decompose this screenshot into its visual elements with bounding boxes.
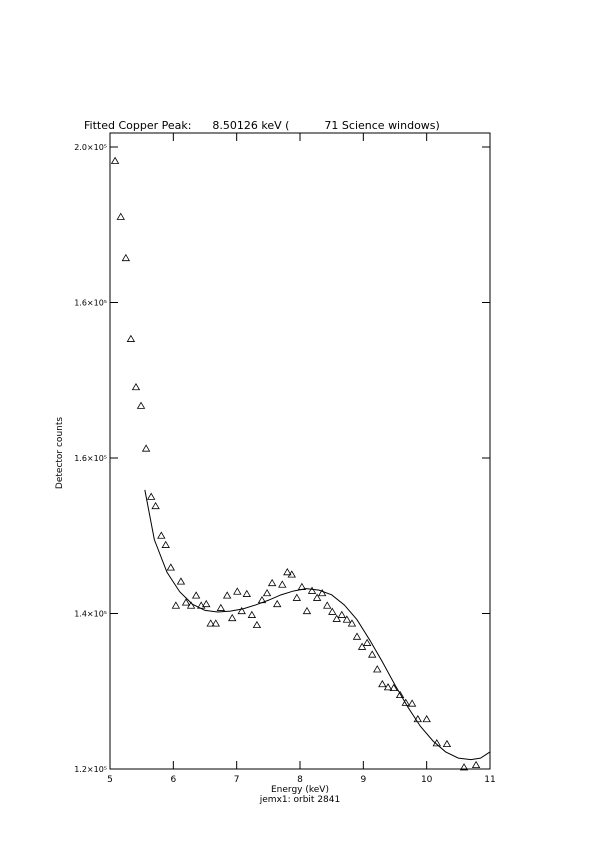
data-point (328, 607, 337, 615)
chart-title: Fitted Copper Peak: 8.50126 keV ( 71 Sci… (84, 119, 440, 132)
data-point (273, 599, 282, 608)
data-point (121, 253, 131, 262)
data-point (292, 593, 302, 601)
data-point (357, 642, 367, 650)
data-point (166, 563, 175, 571)
data-point (116, 212, 125, 220)
data-point (432, 739, 441, 747)
data-point (352, 632, 362, 640)
data-point (459, 763, 469, 771)
data-point (378, 679, 387, 688)
data-point (347, 619, 357, 627)
data-point (146, 492, 156, 500)
data-point (262, 588, 272, 597)
data-point (233, 587, 242, 595)
data-point (362, 638, 372, 646)
data-point (395, 690, 405, 699)
data-point (237, 606, 246, 615)
data-point (247, 610, 257, 618)
data-point (332, 614, 341, 622)
data-point (342, 615, 352, 623)
data-point (422, 714, 431, 723)
data-point (157, 531, 166, 539)
data-point (373, 665, 382, 673)
data-point (161, 540, 170, 548)
y-tick-label: 1.4×10⁵ (74, 609, 107, 618)
y-tick-label: 1.6×10⁵ (74, 454, 107, 463)
x-tick-label: 6 (170, 775, 176, 785)
y-axis-label: Detector counts (55, 417, 65, 489)
data-point (471, 760, 481, 769)
data-point (287, 570, 296, 578)
data-point (323, 601, 332, 609)
x-tick-label: 7 (234, 775, 240, 785)
data-point (141, 444, 151, 452)
x-tick-label: 11 (484, 775, 495, 785)
data-point (126, 334, 136, 342)
data-point (442, 739, 452, 748)
data-point (401, 698, 410, 706)
data-point (202, 599, 211, 608)
data-point (206, 619, 215, 627)
data-point (176, 577, 186, 585)
x-tick-label: 5 (107, 775, 113, 785)
x-tick-label: 9 (360, 775, 366, 785)
data-point (242, 589, 251, 597)
data-point (407, 699, 417, 707)
data-point (312, 593, 322, 601)
data-point (110, 156, 120, 164)
data-point (181, 598, 191, 606)
data-point (252, 620, 262, 629)
data-point (383, 683, 393, 691)
data-point (278, 580, 287, 588)
data-point (283, 567, 292, 576)
data-point (389, 683, 398, 692)
data-point (171, 601, 181, 609)
data-point (307, 586, 317, 594)
subtitle: jemx1: orbit 2841 (259, 795, 340, 805)
data-point (267, 578, 277, 587)
data-point (131, 382, 141, 391)
data-point (186, 601, 196, 609)
data-point (216, 603, 226, 611)
data-point (211, 619, 220, 627)
plot-frame (109, 132, 491, 770)
y-tick-label: 1.2×10⁵ (74, 765, 107, 774)
x-tick-label: 8 (297, 775, 303, 785)
x-tick-label: 10 (421, 775, 433, 785)
data-point (337, 610, 346, 618)
data-point (302, 606, 312, 615)
data-point (222, 591, 232, 599)
y-tick-label: 2.0×10⁵ (74, 143, 107, 152)
x-axis-label: Energy (keV) (271, 785, 329, 795)
data-point (317, 588, 327, 597)
fit-line (144, 489, 491, 761)
data-point (151, 501, 160, 510)
data-point (191, 591, 201, 599)
data-point (368, 650, 377, 658)
data-point (136, 401, 146, 409)
y-tick-label: 1.6×10⁵ (74, 298, 107, 307)
data-point (228, 613, 237, 622)
